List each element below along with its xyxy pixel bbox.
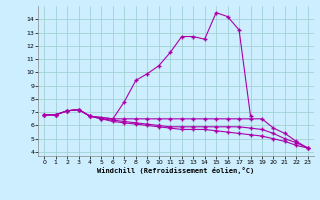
X-axis label: Windchill (Refroidissement éolien,°C): Windchill (Refroidissement éolien,°C) (97, 167, 255, 174)
